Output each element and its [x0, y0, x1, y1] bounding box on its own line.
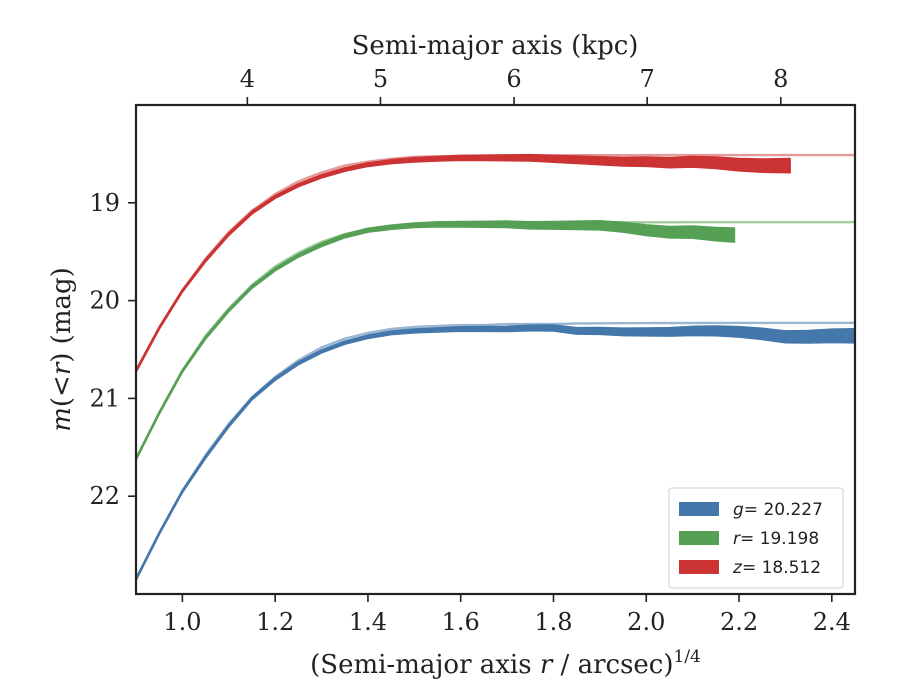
plot-area [136, 153, 855, 582]
legend-swatch-g [679, 502, 719, 516]
profile-band-g [136, 324, 855, 582]
profile-band-r [136, 220, 736, 462]
x-tick-label: 2.2 [720, 608, 758, 636]
x-tick-label: 2.0 [627, 608, 665, 636]
x-tick-label: 1.8 [534, 608, 572, 636]
fit-curve-r [136, 220, 855, 460]
legend-swatch-z [679, 560, 719, 574]
x-tick-label: 2.4 [813, 608, 851, 636]
legend-label-r: r= 19.198 [733, 529, 819, 549]
y-tick-label: 21 [89, 384, 120, 412]
y-tick-label: 22 [89, 482, 120, 510]
top-x-tick-label: 5 [373, 65, 388, 93]
top-axis-label: Semi-major axis (kpc) [352, 31, 639, 61]
top-x-tick-label: 6 [506, 65, 521, 93]
axis-ticks: 1.0 1.2 1.4 1.6 1.8 2.0 2.2 2.4 19 20 21 22 4 5 6 7 8 [89, 65, 850, 636]
x-tick-label: 1.4 [349, 608, 387, 636]
profile-band-z [136, 153, 791, 374]
x-tick-label: 1.0 [163, 608, 201, 636]
top-x-tick-label: 7 [640, 65, 655, 93]
legend-swatch-r [679, 531, 719, 545]
y-axis-label: m(<r) (mag) [47, 267, 77, 432]
top-x-tick-label: 4 [240, 65, 255, 93]
legend-label-z: z= 18.512 [732, 558, 821, 578]
x-tick-label: 1.6 [442, 608, 480, 636]
x-tick-label: 1.2 [256, 608, 294, 636]
legend: g= 20.227 r= 19.198 z= 18.512 [668, 487, 844, 589]
legend-label-g: g= 20.227 [733, 500, 823, 520]
plot-frame [134, 103, 857, 596]
y-tick-label: 20 [89, 287, 120, 315]
y-tick-label: 19 [89, 189, 120, 217]
x-axis-label: (Semi-major axis r / arcsec)1/4 [310, 647, 701, 680]
top-x-tick-label: 8 [773, 65, 788, 93]
